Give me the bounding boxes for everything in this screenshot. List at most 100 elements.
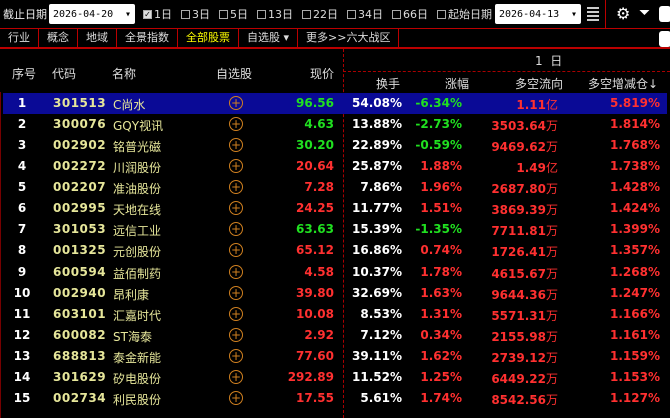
start-date-picker[interactable]: 2026-04-13 ▾ — [495, 4, 581, 24]
table-row[interactable]: 12 600082 ST海泰 + 2.92 7.12% 0.34% 2155.9… — [3, 325, 667, 346]
col-turnover[interactable]: 换手 — [376, 77, 401, 91]
checkbox-icon[interactable] — [437, 9, 446, 19]
filter-icon[interactable]: ⏷ — [639, 5, 651, 21]
flow-unit: 亿 — [545, 98, 558, 112]
table-row[interactable]: 4 002272 川润股份 + 20.64 25.87% 1.88% 1.49亿… — [3, 156, 667, 177]
table-row[interactable]: 5 002207 准油股份 + 7.28 7.86% 1.96% 2687.80… — [3, 177, 667, 198]
price: 20.64 — [296, 159, 334, 174]
period-checkbox[interactable]: 66日 — [392, 6, 428, 22]
stock-name: 益佰制药 — [113, 266, 162, 281]
nav-tab[interactable]: 概念 — [39, 28, 78, 48]
add-watchlist-icon[interactable]: + — [229, 201, 243, 216]
stock-code: 002940 — [53, 285, 107, 300]
period-checkbox[interactable]: 起始日期 — [437, 6, 492, 22]
gear-icon[interactable]: ⚙ — [616, 4, 631, 23]
flow-unit: 亿 — [545, 161, 558, 176]
col-price[interactable]: 现价 — [310, 67, 335, 81]
col-change[interactable]: 涨幅 — [445, 77, 470, 91]
table-row[interactable]: 9 600594 益佰制药 + 4.58 10.37% 1.78% 4615.6… — [3, 262, 667, 283]
add-watchlist-icon[interactable]: + — [229, 285, 243, 300]
table-row[interactable]: 13 688813 泰金新能 + 77.60 39.11% 1.62% 2739… — [3, 346, 667, 367]
add-watchlist-icon[interactable]: + — [229, 390, 243, 405]
checkbox-icon[interactable] — [219, 9, 228, 19]
period-checkbox[interactable]: 5日 — [219, 6, 248, 22]
add-watchlist-icon[interactable]: + — [229, 348, 243, 363]
checkbox-icon[interactable] — [181, 9, 190, 19]
position-change: 1.153% — [610, 369, 660, 384]
table-row[interactable]: 2 300076 GQY视讯 + 4.63 13.88% -2.73% 3503… — [3, 114, 667, 135]
nav-tab[interactable]: 全景指数 — [117, 28, 178, 48]
add-watchlist-icon[interactable]: + — [229, 159, 243, 174]
add-watchlist-icon[interactable]: + — [229, 138, 243, 153]
period-checkbox[interactable]: 34日 — [347, 6, 383, 22]
period-checkbox[interactable]: 22日 — [302, 6, 338, 22]
table-row[interactable]: 15 002734 利民股份 + 17.55 5.61% 1.74% 8542.… — [3, 388, 667, 409]
table-row[interactable]: 11 603101 汇嘉时代 + 10.08 8.53% 1.31% 5571.… — [3, 304, 667, 325]
add-watchlist-icon[interactable]: + — [229, 180, 243, 195]
nav-tab[interactable]: 自选股 ▾ — [239, 28, 299, 48]
table-row[interactable]: 3 002902 铭普光磁 + 30.20 22.89% -0.59% 9469… — [3, 135, 667, 156]
add-watchlist-icon[interactable]: + — [229, 222, 243, 237]
row-index: 9 — [17, 264, 27, 279]
checkbox-icon[interactable] — [347, 9, 356, 19]
period-label: 3日 — [192, 8, 210, 21]
period-checkbox[interactable]: 13日 — [257, 6, 293, 22]
nav-tab[interactable]: 地域 — [78, 28, 117, 48]
nav-panel-button[interactable] — [659, 31, 670, 47]
period-checkbox[interactable]: ✓ 1日 — [143, 6, 172, 22]
add-watchlist-icon[interactable]: + — [229, 96, 243, 110]
row-index: 1 — [17, 96, 27, 110]
add-watchlist-icon[interactable]: + — [229, 243, 243, 258]
checkbox-icon[interactable] — [257, 9, 266, 19]
col-index[interactable]: 序号 — [12, 67, 37, 81]
change-percent: 1.31% — [420, 306, 462, 321]
turnover: 15.39% — [352, 222, 402, 237]
flow-cell: 9644.36万 — [491, 286, 558, 303]
start-date-value: 2026-04-13 — [499, 8, 560, 20]
turnover: 8.53% — [360, 306, 402, 321]
position-change: 1.357% — [610, 243, 660, 258]
change-percent: -2.73% — [415, 117, 462, 132]
checkbox-icon[interactable] — [392, 9, 401, 19]
col-name[interactable]: 名称 — [112, 67, 137, 81]
add-watchlist-icon[interactable]: + — [229, 327, 243, 342]
row-index: 8 — [17, 243, 27, 258]
flow-unit: 万 — [545, 119, 558, 134]
flow-cell: 8542.56万 — [491, 391, 558, 408]
toolbar: 截止日期 2026-04-20 ▾ ✓ 1日 3日 5日 13日 22日 34日 66日 起始日期… — [0, 0, 670, 29]
add-watchlist-icon[interactable]: + — [229, 369, 243, 384]
col-code[interactable]: 代码 — [52, 67, 77, 81]
add-watchlist-icon[interactable]: + — [229, 264, 243, 279]
period-checkbox[interactable]: 3日 — [181, 6, 210, 22]
col-watchlist[interactable]: 自选股 — [216, 67, 253, 81]
stock-name: 矽电股份 — [113, 371, 162, 386]
checkbox-icon[interactable]: ✓ — [143, 9, 152, 19]
period-label: 22日 — [313, 8, 338, 21]
col-flow[interactable]: 多空流向 — [515, 77, 564, 91]
table-row[interactable]: 10 002940 昂利康 + 39.80 32.69% 1.63% 9644.… — [3, 283, 667, 304]
add-watchlist-icon[interactable]: + — [229, 117, 243, 132]
table-row[interactable]: 8 001325 元创股份 + 65.12 16.86% 0.74% 1726.… — [3, 240, 667, 261]
panel-button[interactable] — [659, 6, 670, 22]
period-title: 1 日 — [535, 54, 563, 68]
end-date-picker[interactable]: 2026-04-20 ▾ — [49, 4, 135, 24]
col-position-change[interactable]: 多空增减仓↓ — [588, 77, 659, 91]
position-change: 1.166% — [610, 306, 660, 321]
position-change: 1.159% — [610, 348, 660, 363]
nav-tab[interactable]: 全部股票 — [178, 28, 239, 48]
table-row[interactable]: 7 301053 远信工业 + 63.63 15.39% -1.35% 7711… — [3, 219, 667, 240]
flow-unit: 万 — [545, 266, 558, 281]
add-watchlist-icon[interactable]: + — [229, 306, 243, 321]
row-index: 14 — [13, 369, 31, 384]
nav-tab[interactable]: 行业 — [0, 28, 39, 48]
row-index: 5 — [17, 180, 27, 195]
stock-code: 301053 — [53, 222, 107, 237]
checkbox-icon[interactable] — [302, 9, 311, 19]
row-index: 6 — [17, 201, 27, 216]
table-row[interactable]: 6 002995 天地在线 + 24.25 11.77% 1.51% 3869.… — [3, 198, 667, 219]
nav-tab[interactable]: 更多>>六大战区 — [298, 28, 400, 48]
calendar-list-icon[interactable] — [587, 7, 599, 21]
table-row[interactable]: 14 301629 矽电股份 + 292.89 11.52% 1.25% 644… — [3, 367, 667, 388]
table-row[interactable]: 1 301513 C尚水 + 96.56 54.08% -6.34% 1.11亿… — [3, 93, 667, 114]
table-header: 序号 代码 名称 自选股 现价 1 日 换手 涨幅 多空流向 多空增减仓↓ — [0, 49, 670, 92]
